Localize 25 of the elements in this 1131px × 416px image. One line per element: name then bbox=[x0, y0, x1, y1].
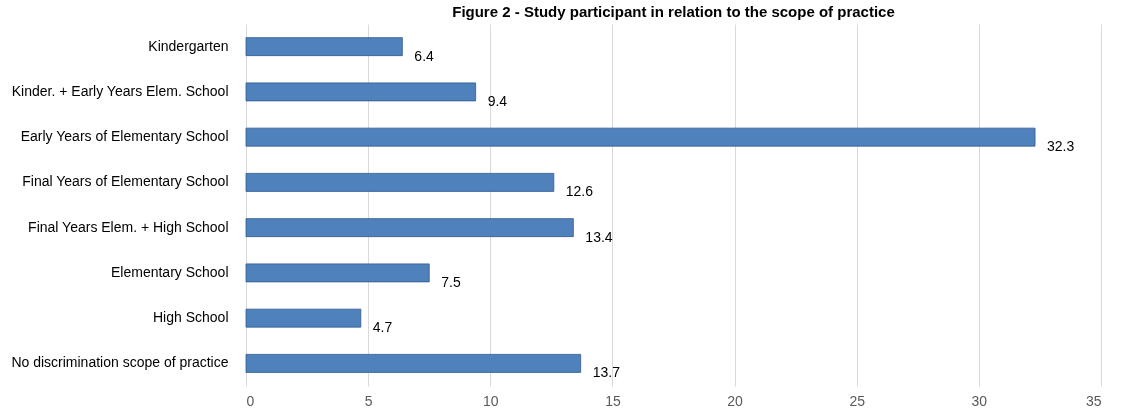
x-tick-label: 0 bbox=[246, 392, 255, 409]
x-tick-label: 30 bbox=[971, 392, 988, 409]
x-tick-label: 15 bbox=[605, 392, 621, 409]
x-tick-label: 10 bbox=[483, 392, 499, 409]
data-label: 32.3 bbox=[1047, 138, 1075, 155]
y-tick-label: Elementary School bbox=[110, 263, 229, 280]
data-label: 7.5 bbox=[441, 273, 461, 290]
x-tick-label: 25 bbox=[849, 392, 866, 409]
y-tick-label: Final Years of Elementary School bbox=[22, 173, 229, 190]
data-label: 13.4 bbox=[585, 228, 613, 245]
chart-title: Figure 2 - Study participant in relation to the scope of practice bbox=[452, 3, 895, 20]
y-tick-label: High School bbox=[153, 309, 229, 326]
data-label: 13.7 bbox=[592, 364, 621, 381]
y-tick-label: No discrimination scope of practice bbox=[11, 354, 229, 371]
x-tick-label: 20 bbox=[727, 392, 744, 409]
data-label: 6.4 bbox=[414, 47, 435, 64]
y-tick-label: Final Years Elem. + High School bbox=[28, 218, 229, 235]
x-tick-label: 35 bbox=[1085, 392, 1102, 409]
y-tick-label: Kindergarten bbox=[148, 37, 229, 54]
x-tick-label: 5 bbox=[364, 392, 373, 409]
data-label: 12.6 bbox=[565, 183, 594, 200]
y-tick-label: Kinder. + Early Years Elem. School bbox=[11, 82, 229, 99]
data-label: 9.4 bbox=[487, 92, 508, 109]
y-tick-label: Early Years of Elementary School bbox=[20, 128, 229, 145]
data-label: 4.7 bbox=[372, 319, 393, 336]
